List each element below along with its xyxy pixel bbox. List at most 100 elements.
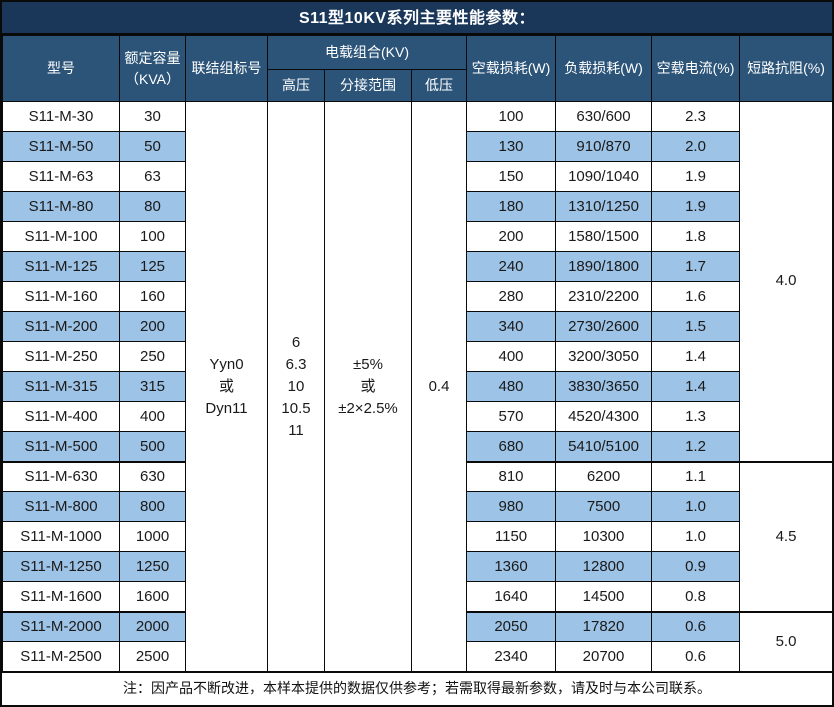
no-load-loss-cell: 810 xyxy=(466,460,557,492)
model-cell: S11-M-1000 xyxy=(2,521,120,552)
capacity-cell: 250 xyxy=(119,341,186,372)
col-header-no-load-current: 空载电流(%) xyxy=(651,35,741,102)
no-load-current-cell: 1.8 xyxy=(651,221,741,252)
capacity-cell: 125 xyxy=(119,251,186,282)
capacity-cell: 50 xyxy=(119,131,186,162)
capacity-cell: 1250 xyxy=(119,551,186,582)
no-load-current-cell: 1.0 xyxy=(651,521,741,552)
no-load-current-cell: 0.9 xyxy=(651,551,741,582)
no-load-current-cell: 1.5 xyxy=(651,311,741,342)
model-cell: S11-M-63 xyxy=(2,161,120,192)
no-load-loss-cell: 130 xyxy=(466,131,557,162)
no-load-loss-cell: 1360 xyxy=(466,551,557,582)
capacity-cell: 1600 xyxy=(119,581,186,612)
table-row: S11-M-125 125 240 1890/1800 1.7 xyxy=(2,251,833,282)
model-cell: S11-M-125 xyxy=(2,251,120,282)
model-cell: S11-M-2500 xyxy=(2,641,120,672)
col-header-connection: 联结组标号 xyxy=(185,35,268,102)
load-loss-cell: 1580/1500 xyxy=(555,221,653,252)
table-row: S11-M-63 63 150 1090/1040 1.9 xyxy=(2,161,833,192)
no-load-loss-cell: 680 xyxy=(466,431,557,462)
page-title: S11型10KV系列主要性能参数： xyxy=(2,2,832,35)
no-load-current-cell: 1.3 xyxy=(651,401,741,432)
capacity-cell: 63 xyxy=(119,161,186,192)
no-load-current-cell: 1.4 xyxy=(651,371,741,402)
no-load-loss-cell: 480 xyxy=(466,371,557,402)
footnote: 注：因产品不断改进，本样本提供的数据仅供参考；若需取得最新参数，请及时与本公司联… xyxy=(2,672,832,705)
model-cell: S11-M-315 xyxy=(2,371,120,402)
col-header-no-load-loss: 空载损耗(W) xyxy=(466,35,557,102)
col-header-model: 型号 xyxy=(2,35,120,102)
no-load-current-cell: 1.1 xyxy=(651,460,741,492)
no-load-current-cell: 1.4 xyxy=(651,341,741,372)
col-header-voltage-group: 电载组合(KV) xyxy=(266,35,468,70)
no-load-current-cell: 0.8 xyxy=(651,581,741,612)
model-cell: S11-M-160 xyxy=(2,281,120,312)
tap-range-cell: ±5% 或 ±2×2.5% xyxy=(324,101,412,672)
model-cell: S11-M-1600 xyxy=(2,581,120,612)
no-load-current-cell: 0.6 xyxy=(651,610,741,642)
capacity-cell: 1000 xyxy=(119,521,186,552)
no-load-current-cell: 1.6 xyxy=(651,281,741,312)
no-load-current-cell: 2.0 xyxy=(651,131,741,162)
col-header-hv: 高压 xyxy=(267,69,325,102)
col-header-impedance: 短路抗阻(%) xyxy=(739,35,834,102)
load-loss-cell: 1310/1250 xyxy=(555,191,653,222)
no-load-loss-cell: 570 xyxy=(466,401,557,432)
load-loss-cell: 12800 xyxy=(555,551,653,582)
table-row: S11-M-200 200 340 2730/2600 1.5 xyxy=(2,311,833,342)
load-loss-cell: 20700 xyxy=(555,641,653,672)
table-row: S11-M-1000 1000 1150 10300 1.0 xyxy=(2,521,833,552)
table-row: S11-M-2000 2000 2050 17820 0.6 5.0 xyxy=(2,610,834,672)
col-header-lv: 低压 xyxy=(410,69,468,102)
no-load-current-cell: 1.2 xyxy=(651,431,741,462)
capacity-cell: 30 xyxy=(119,101,186,132)
model-cell: S11-M-30 xyxy=(2,101,120,132)
table-row: S11-M-500 500 680 5410/5100 1.2 xyxy=(2,431,833,462)
no-load-current-cell: 1.7 xyxy=(651,251,741,282)
impedance-cell: 4.0 xyxy=(739,101,834,462)
model-cell: S11-M-500 xyxy=(2,431,120,462)
model-cell: S11-M-250 xyxy=(2,341,120,372)
model-cell: S11-M-200 xyxy=(2,311,120,342)
table-row: S11-M-30 30 Yyn0 或 Dyn11 6 6.3 10 10.5 11 ±5… xyxy=(2,101,834,672)
model-cell: S11-M-1250 xyxy=(2,551,120,582)
hv-cell: 6 6.3 10 10.5 11 xyxy=(267,101,325,672)
capacity-cell: 630 xyxy=(119,460,186,492)
capacity-cell: 800 xyxy=(119,491,186,522)
table-row: S11-M-160 160 280 2310/2200 1.6 xyxy=(2,281,833,312)
no-load-loss-cell: 2050 xyxy=(466,610,557,642)
model-cell: S11-M-2000 xyxy=(2,610,120,642)
col-header-tap-range: 分接范围 xyxy=(324,69,412,102)
model-cell: S11-M-400 xyxy=(2,401,120,432)
capacity-cell: 80 xyxy=(119,191,186,222)
capacity-cell: 400 xyxy=(119,401,186,432)
capacity-cell: 200 xyxy=(119,311,186,342)
load-loss-cell: 2310/2200 xyxy=(555,281,653,312)
model-cell: S11-M-630 xyxy=(2,460,120,492)
load-loss-cell: 1890/1800 xyxy=(555,251,653,282)
no-load-loss-cell: 200 xyxy=(466,221,557,252)
load-loss-cell: 10300 xyxy=(555,521,653,552)
load-loss-cell: 2730/2600 xyxy=(555,311,653,342)
capacity-cell: 315 xyxy=(119,371,186,402)
model-cell: S11-M-800 xyxy=(2,491,120,522)
capacity-cell: 2000 xyxy=(119,610,186,642)
load-loss-cell: 3200/3050 xyxy=(555,341,653,372)
load-loss-cell: 4520/4300 xyxy=(555,401,653,432)
no-load-loss-cell: 400 xyxy=(466,341,557,372)
load-loss-cell: 3830/3650 xyxy=(555,371,653,402)
table-row: S11-M-400 400 570 4520/4300 1.3 xyxy=(2,401,833,432)
col-header-capacity: 额定容量 （KVA） xyxy=(119,35,186,102)
table-body: S11-M-30 30 Yyn0 或 Dyn11 6 6.3 10 10.5 11 ±5… xyxy=(2,101,834,672)
table-row: S11-M-250 250 400 3200/3050 1.4 xyxy=(2,341,833,372)
table-row: S11-M-100 100 200 1580/1500 1.8 xyxy=(2,221,833,252)
col-header-load-loss: 负载损耗(W) xyxy=(555,35,653,102)
table-row: S11-M-800 800 980 7500 1.0 xyxy=(2,491,833,522)
capacity-cell: 500 xyxy=(119,431,186,462)
table-header: 型号 额定容量 （KVA） 联结组标号 电载组合(KV) 空载损耗(W) 负载损… xyxy=(2,35,834,102)
table-row: S11-M-80 80 180 1310/1250 1.9 xyxy=(2,191,833,222)
model-cell: S11-M-50 xyxy=(2,131,120,162)
no-load-current-cell: 1.9 xyxy=(651,191,741,222)
